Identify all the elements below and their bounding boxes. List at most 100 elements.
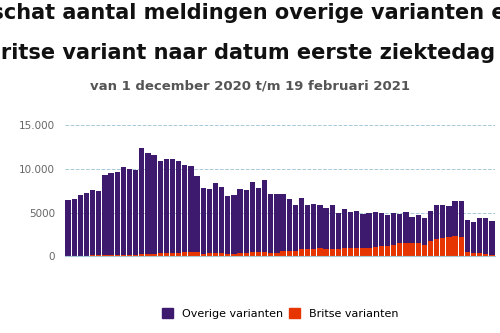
Bar — [90, 190, 96, 255]
Bar — [354, 211, 360, 248]
Bar — [324, 208, 328, 249]
Bar — [268, 194, 274, 253]
Bar — [133, 255, 138, 256]
Bar — [434, 239, 440, 256]
Bar — [200, 188, 206, 254]
Bar — [133, 170, 138, 255]
Bar — [416, 215, 421, 243]
Bar — [170, 253, 175, 256]
Bar — [311, 248, 316, 256]
Bar — [416, 243, 421, 256]
Bar — [404, 243, 408, 256]
Bar — [188, 252, 194, 256]
Bar — [213, 253, 218, 256]
Bar — [164, 160, 169, 253]
Bar — [299, 248, 304, 256]
Bar — [146, 153, 150, 254]
Bar — [176, 161, 182, 253]
Bar — [158, 253, 163, 256]
Bar — [219, 187, 224, 253]
Bar — [280, 251, 285, 256]
Bar — [330, 205, 335, 248]
Bar — [434, 205, 440, 239]
Bar — [324, 249, 328, 256]
Bar — [464, 252, 470, 256]
Bar — [232, 254, 236, 256]
Bar — [292, 251, 298, 256]
Bar — [188, 166, 194, 252]
Bar — [318, 248, 322, 256]
Bar — [330, 248, 335, 256]
Bar — [360, 214, 366, 248]
Bar — [446, 237, 452, 256]
Bar — [397, 213, 402, 243]
Bar — [244, 253, 249, 256]
Bar — [336, 213, 341, 248]
Bar — [262, 180, 268, 252]
Bar — [452, 201, 458, 236]
Bar — [182, 252, 188, 256]
Bar — [96, 191, 102, 255]
Bar — [292, 205, 298, 251]
Bar — [78, 194, 83, 256]
Bar — [366, 248, 372, 256]
Bar — [182, 165, 188, 252]
Bar — [360, 248, 366, 256]
Bar — [299, 198, 304, 248]
Bar — [274, 253, 280, 256]
Bar — [250, 182, 255, 252]
Bar — [378, 246, 384, 256]
Text: Britse variant naar datum eerste ziektedag: Britse variant naar datum eerste ziekted… — [0, 43, 495, 63]
Bar — [490, 255, 494, 256]
Bar — [219, 253, 224, 256]
Bar — [464, 220, 470, 252]
Bar — [108, 173, 114, 255]
Bar — [170, 160, 175, 253]
Bar — [139, 149, 144, 254]
Bar — [483, 254, 488, 256]
Bar — [120, 167, 126, 255]
Bar — [114, 171, 120, 255]
Bar — [458, 237, 464, 256]
Bar — [385, 215, 390, 246]
Bar — [311, 204, 316, 248]
Bar — [428, 211, 433, 241]
Bar — [274, 194, 280, 253]
Bar — [102, 255, 108, 256]
Bar — [372, 212, 378, 247]
Bar — [66, 200, 70, 256]
Bar — [286, 199, 292, 251]
Bar — [238, 253, 242, 256]
Bar — [206, 189, 212, 253]
Bar — [348, 212, 354, 248]
Text: Geschat aantal meldingen overige varianten en: Geschat aantal meldingen overige variant… — [0, 3, 500, 23]
Bar — [458, 201, 464, 237]
Bar — [318, 205, 322, 248]
Bar — [250, 252, 255, 256]
Bar — [348, 248, 354, 256]
Bar — [378, 213, 384, 246]
Bar — [96, 255, 102, 256]
Bar — [385, 246, 390, 256]
Bar — [194, 175, 200, 252]
Bar — [490, 221, 494, 255]
Bar — [84, 192, 89, 255]
Bar — [391, 213, 396, 245]
Bar — [238, 189, 242, 253]
Bar — [305, 205, 310, 248]
Bar — [152, 254, 156, 256]
Bar — [477, 218, 482, 253]
Bar — [404, 212, 408, 243]
Bar — [391, 245, 396, 256]
Text: van 1 december 2020 t/m 19 februari 2021: van 1 december 2020 t/m 19 februari 2021 — [90, 80, 410, 93]
Bar — [84, 255, 89, 256]
Bar — [428, 241, 433, 256]
Bar — [244, 190, 249, 253]
Bar — [268, 253, 274, 256]
Bar — [410, 243, 414, 256]
Bar — [305, 248, 310, 256]
Bar — [152, 155, 156, 254]
Bar — [102, 175, 108, 255]
Bar — [225, 254, 230, 256]
Bar — [256, 188, 261, 252]
